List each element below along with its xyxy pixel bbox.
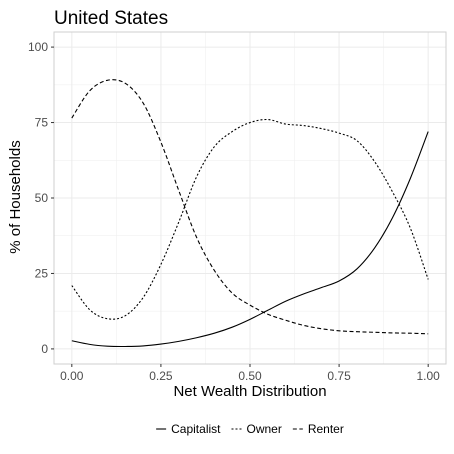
legend: Capitalist Owner Renter — [156, 422, 344, 436]
y-tick-label: 75 — [35, 116, 49, 130]
legend-label-owner: Owner — [246, 422, 281, 436]
x-tick-labels: 0.00 0.25 0.50 0.75 1.00 — [60, 364, 440, 383]
plot-panel — [53, 31, 447, 365]
x-axis-title: Net Wealth Distribution — [173, 383, 326, 400]
series-lines — [71, 79, 429, 348]
x-tick-label: 1.00 — [417, 369, 441, 383]
chart-title: United States — [54, 8, 168, 29]
legend-label-capitalist: Capitalist — [171, 422, 221, 436]
x-tick-label: 0.25 — [149, 369, 173, 383]
x-tick-label: 0.50 — [238, 369, 262, 383]
y-tick-label: 25 — [35, 266, 49, 280]
y-axis-title: % of Households — [7, 140, 24, 253]
series-line-renter — [71, 79, 429, 335]
y-tick-label: 100 — [28, 40, 48, 54]
y-tick-label: 50 — [35, 191, 49, 205]
x-tick-label: 0.75 — [327, 369, 351, 383]
series-line-capitalist — [71, 131, 429, 348]
x-tick-label: 0.00 — [60, 369, 84, 383]
y-tick-label: 0 — [41, 342, 48, 356]
legend-label-renter: Renter — [308, 422, 344, 436]
y-tick-labels: 0 25 50 75 100 — [28, 40, 54, 356]
series-line-owner — [71, 118, 429, 320]
